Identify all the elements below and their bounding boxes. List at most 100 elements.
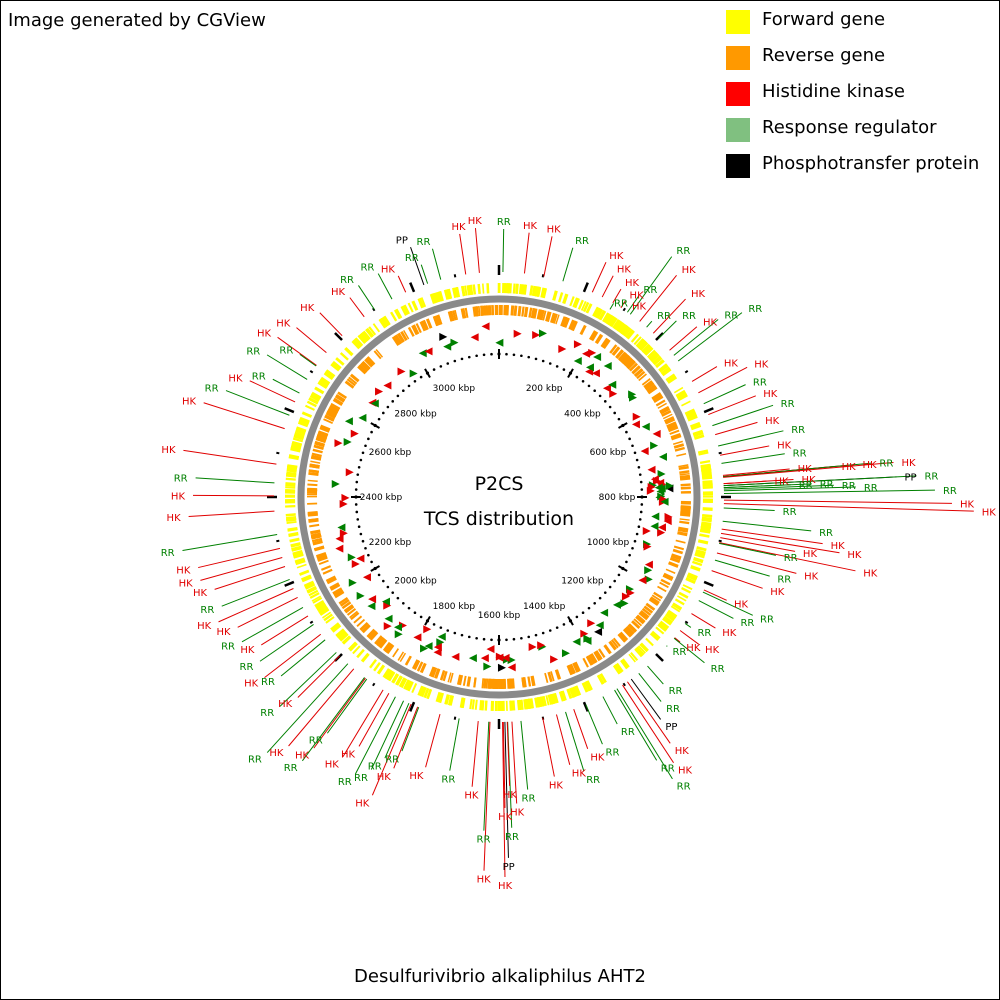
reverse-gene-mark bbox=[641, 607, 652, 616]
forward-gene-mark bbox=[646, 349, 656, 359]
leader-line-hk bbox=[349, 297, 365, 318]
reverse-gene-mark bbox=[332, 398, 343, 406]
feature-label-rr: RR bbox=[441, 774, 455, 785]
legend-label: Reverse gene bbox=[762, 45, 886, 66]
reverse-gene-mark bbox=[636, 614, 646, 623]
forward-gene-mark bbox=[376, 664, 386, 675]
reverse-gene-mark bbox=[631, 620, 641, 630]
reverse-gene-mark bbox=[359, 621, 369, 631]
leader-line-hk bbox=[674, 637, 681, 643]
feature-label-hk: HK bbox=[179, 579, 194, 590]
feature-label-rr: RR bbox=[252, 372, 266, 383]
reverse-gene-mark bbox=[315, 551, 327, 558]
reverse-gene-mark bbox=[517, 306, 521, 317]
reverse-gene-mark bbox=[327, 408, 338, 417]
leader-line-hk bbox=[474, 227, 480, 273]
forward-gene-mark bbox=[331, 624, 342, 633]
tcs-marker-hk bbox=[351, 560, 360, 569]
reverse-gene-mark bbox=[551, 313, 557, 324]
feature-label-hk: HK bbox=[682, 265, 697, 276]
reverse-gene-mark bbox=[680, 512, 691, 516]
forward-gene-mark bbox=[285, 482, 296, 485]
forward-gene-mark bbox=[648, 351, 658, 361]
reverse-gene-mark bbox=[477, 305, 481, 317]
forward-gene-mark bbox=[472, 284, 477, 295]
forward-gene-mark bbox=[295, 430, 306, 435]
forward-gene-mark bbox=[429, 293, 436, 304]
feature-label-rr: RR bbox=[284, 763, 298, 774]
forward-gene-mark bbox=[323, 371, 334, 381]
reverse-gene-mark bbox=[333, 589, 344, 597]
reverse-gene-mark bbox=[655, 399, 666, 407]
reverse-gene-mark bbox=[513, 305, 518, 316]
reverse-gene-mark bbox=[323, 418, 334, 424]
outer-tick bbox=[276, 539, 280, 543]
reverse-gene-mark bbox=[324, 415, 335, 422]
leader-line-hk bbox=[459, 233, 467, 275]
forward-gene-mark bbox=[639, 342, 649, 351]
forward-gene-mark bbox=[314, 599, 324, 607]
tcs-marker-rr bbox=[436, 638, 445, 647]
forward-gene-mark bbox=[594, 307, 602, 318]
leader-line-hk bbox=[669, 326, 698, 351]
leader-line-hk bbox=[297, 655, 340, 698]
scale-dot bbox=[541, 631, 545, 635]
forward-gene-mark bbox=[341, 635, 351, 644]
leader-line-hk bbox=[612, 288, 622, 304]
scale-dot bbox=[377, 417, 381, 421]
scale-dot bbox=[598, 596, 602, 600]
reverse-gene-mark bbox=[317, 555, 328, 562]
feature-label-pp: PP bbox=[503, 862, 515, 873]
leader-line-rr bbox=[432, 248, 442, 280]
forward-gene-mark bbox=[666, 610, 677, 619]
forward-gene-mark bbox=[323, 613, 333, 622]
reverse-gene-mark bbox=[512, 678, 515, 689]
reverse-gene-mark bbox=[311, 454, 322, 461]
reverse-gene-mark bbox=[523, 677, 527, 688]
feature-label-hk: HK bbox=[831, 541, 846, 552]
forward-gene-mark bbox=[553, 692, 559, 704]
reverse-gene-mark bbox=[665, 568, 676, 574]
reverse-gene-mark bbox=[472, 306, 477, 317]
leader-line-rr bbox=[266, 354, 308, 380]
leader-line-rr bbox=[195, 477, 275, 484]
reverse-gene-mark bbox=[610, 639, 619, 649]
forward-gene-mark bbox=[466, 284, 472, 296]
feature-label-rr: RR bbox=[417, 237, 431, 248]
leader-line-hk bbox=[319, 312, 343, 337]
reverse-gene-mark bbox=[339, 598, 350, 607]
forward-gene-mark bbox=[518, 284, 524, 295]
feature-label-hk: HK bbox=[801, 475, 816, 486]
leader-line-hk bbox=[502, 721, 506, 808]
reverse-gene-mark bbox=[311, 534, 322, 540]
forward-gene-mark bbox=[701, 467, 712, 472]
feature-label-rr: RR bbox=[260, 708, 274, 719]
forward-gene-mark bbox=[294, 557, 305, 564]
forward-gene-mark bbox=[644, 346, 654, 356]
reverse-gene-mark bbox=[621, 354, 631, 365]
tcs-marker-hk bbox=[550, 655, 559, 664]
forward-gene-mark bbox=[325, 369, 336, 379]
feature-label-rr: RR bbox=[368, 761, 382, 772]
feature-label-rr: RR bbox=[669, 686, 683, 697]
reverse-gene-mark bbox=[456, 674, 462, 685]
reverse-gene-mark bbox=[311, 452, 322, 457]
feature-label-hk: HK bbox=[197, 621, 212, 632]
reverse-gene-mark bbox=[315, 437, 327, 444]
tcs-marker-hk bbox=[383, 381, 392, 390]
leader-line-hk bbox=[721, 528, 823, 545]
feature-label-rr: RR bbox=[740, 618, 754, 629]
tcs-marker-pp bbox=[439, 332, 448, 341]
tcs-marker-hk bbox=[647, 465, 656, 474]
tcs-marker-rr bbox=[600, 608, 609, 617]
forward-gene-mark bbox=[372, 323, 381, 333]
forward-gene-mark bbox=[330, 363, 340, 372]
tcs-marker-hk bbox=[480, 654, 489, 663]
forward-gene-mark bbox=[573, 686, 580, 697]
forward-gene-mark bbox=[592, 306, 601, 318]
tcs-marker-rr bbox=[656, 487, 665, 496]
outer-tick bbox=[582, 701, 589, 712]
forward-gene-mark bbox=[558, 292, 564, 303]
forward-gene-mark bbox=[664, 614, 675, 622]
forward-gene-mark bbox=[620, 659, 628, 670]
